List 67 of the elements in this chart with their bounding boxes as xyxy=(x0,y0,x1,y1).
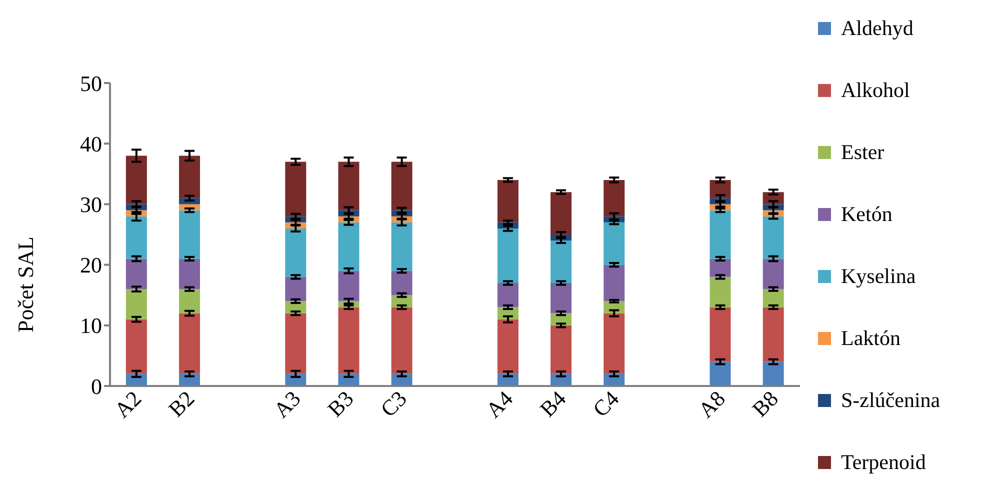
bar xyxy=(179,313,200,374)
bar xyxy=(391,307,412,374)
bar xyxy=(126,289,147,320)
bar xyxy=(285,276,306,302)
bar xyxy=(285,313,306,374)
bar xyxy=(391,270,412,296)
x-tick-label: A4 xyxy=(480,386,518,423)
legend-label: Aldehyd xyxy=(841,16,914,40)
bar xyxy=(710,362,731,386)
bar xyxy=(179,258,200,290)
bar xyxy=(762,307,784,362)
bar xyxy=(497,228,518,283)
bar xyxy=(497,180,518,222)
legend-label: Terpenoid xyxy=(841,450,926,474)
y-tick-label: 30 xyxy=(80,192,102,218)
bar xyxy=(126,156,147,204)
y-tick-label: 50 xyxy=(80,70,102,96)
x-tick-label: B4 xyxy=(534,386,571,422)
bar xyxy=(126,258,147,290)
y-axis-title: Počet SAL xyxy=(12,236,38,332)
y-tick-label: 10 xyxy=(80,313,102,338)
bar xyxy=(550,282,572,314)
bar xyxy=(710,276,731,308)
x-tick-label: B3 xyxy=(322,386,358,422)
bar xyxy=(710,307,731,362)
bar xyxy=(391,162,412,210)
bar xyxy=(338,222,360,271)
x-tick-label: B8 xyxy=(747,386,783,422)
bar xyxy=(391,222,412,271)
bar xyxy=(497,282,518,308)
bar xyxy=(710,210,731,259)
x-tick-label: A8 xyxy=(693,386,730,423)
bar xyxy=(604,222,625,265)
bar xyxy=(285,228,306,277)
y-tick-label: 40 xyxy=(80,131,102,156)
x-tick-label: C4 xyxy=(588,386,624,422)
bar xyxy=(338,270,360,302)
legend-label: Laktón xyxy=(841,326,900,350)
bar xyxy=(497,319,518,374)
legend-label: Ketón xyxy=(841,202,892,226)
bar xyxy=(550,192,572,234)
bar xyxy=(179,289,200,314)
bar xyxy=(179,210,200,259)
bar xyxy=(126,319,147,374)
bar xyxy=(338,162,360,210)
y-tick-label: 0 xyxy=(91,374,102,399)
bar xyxy=(179,156,200,198)
legend-label: Ester xyxy=(841,140,884,164)
bar xyxy=(762,216,784,259)
y-tick-label: 20 xyxy=(80,252,102,278)
bar xyxy=(285,162,306,216)
bar xyxy=(604,180,625,216)
legend-label: Kyselina xyxy=(841,264,916,288)
bar xyxy=(338,307,360,374)
bar xyxy=(604,313,625,374)
bar xyxy=(762,362,784,386)
legend-label: S-zlúčenina xyxy=(841,388,940,412)
x-tick-label: C3 xyxy=(376,386,412,422)
x-tick-label: A2 xyxy=(109,386,146,423)
bar xyxy=(126,216,147,259)
legend-label: Alkohol xyxy=(841,78,910,102)
x-tick-label: B2 xyxy=(163,386,200,422)
bar xyxy=(604,264,625,302)
bar xyxy=(550,325,572,374)
bar xyxy=(550,240,572,283)
bar xyxy=(762,258,784,290)
x-tick-label: A3 xyxy=(268,386,306,423)
